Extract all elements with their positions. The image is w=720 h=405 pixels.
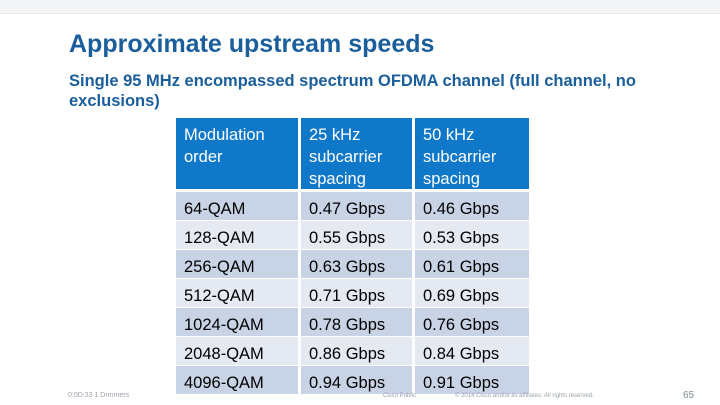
table-cell: 0.61 Gbps	[415, 250, 529, 279]
header-25khz: 25 kHz subcarrier spacing	[301, 118, 415, 192]
table-row: 4096-QAM 0.94 Gbps 0.91 Gbps	[176, 366, 529, 395]
footer-classification: Cisco Public	[383, 393, 417, 399]
table-cell: 0.55 Gbps	[301, 221, 415, 250]
table-row: 1024-QAM 0.78 Gbps 0.76 Gbps	[176, 308, 529, 337]
table-cell: 0.86 Gbps	[301, 337, 415, 366]
table-cell: 0.69 Gbps	[415, 279, 529, 308]
header-50khz: 50 kHz subcarrier spacing	[415, 118, 529, 192]
table-cell: 2048-QAM	[176, 337, 301, 366]
table-header-row: Modulation order 25 kHz subcarrier spaci…	[176, 118, 529, 192]
table-cell: 0.78 Gbps	[301, 308, 415, 337]
table-cell: 64-QAM	[176, 192, 301, 221]
table-cell: 0.71 Gbps	[301, 279, 415, 308]
speeds-table: Modulation order 25 kHz subcarrier spaci…	[176, 118, 529, 395]
footer-left-text: 0:0D:33 1 Drmmers	[68, 392, 130, 399]
table-cell: 256-QAM	[176, 250, 301, 279]
page-number: 65	[683, 390, 695, 401]
table-cell: 512-QAM	[176, 279, 301, 308]
table-cell: 0.91 Gbps	[415, 366, 529, 395]
header-modulation-order: Modulation order	[176, 118, 301, 192]
table-cell: 0.47 Gbps	[301, 192, 415, 221]
table-cell: 128-QAM	[176, 221, 301, 250]
table-cell: 0.46 Gbps	[415, 192, 529, 221]
table-cell: 1024-QAM	[176, 308, 301, 337]
table-cell: 0.84 Gbps	[415, 337, 529, 366]
table-cell: 0.76 Gbps	[415, 308, 529, 337]
table-row: 128-QAM 0.55 Gbps 0.53 Gbps	[176, 221, 529, 250]
table-row: 2048-QAM 0.86 Gbps 0.84 Gbps	[176, 337, 529, 366]
table-cell: 0.94 Gbps	[301, 366, 415, 395]
top-band	[0, 0, 720, 14]
table-cell: 0.53 Gbps	[415, 221, 529, 250]
table-cell: 4096-QAM	[176, 366, 301, 395]
table-row: 256-QAM 0.63 Gbps 0.61 Gbps	[176, 250, 529, 279]
slide-subtitle: Single 95 MHz encompassed spectrum OFDMA…	[69, 72, 636, 110]
footer-copyright: © 2014 Cisco and/or its affiliates. All …	[455, 393, 594, 399]
slide-title: Approximate upstream speeds	[69, 30, 435, 58]
table-cell: 0.63 Gbps	[301, 250, 415, 279]
table-row: 64-QAM 0.47 Gbps 0.46 Gbps	[176, 192, 529, 221]
table-row: 512-QAM 0.71 Gbps 0.69 Gbps	[176, 279, 529, 308]
